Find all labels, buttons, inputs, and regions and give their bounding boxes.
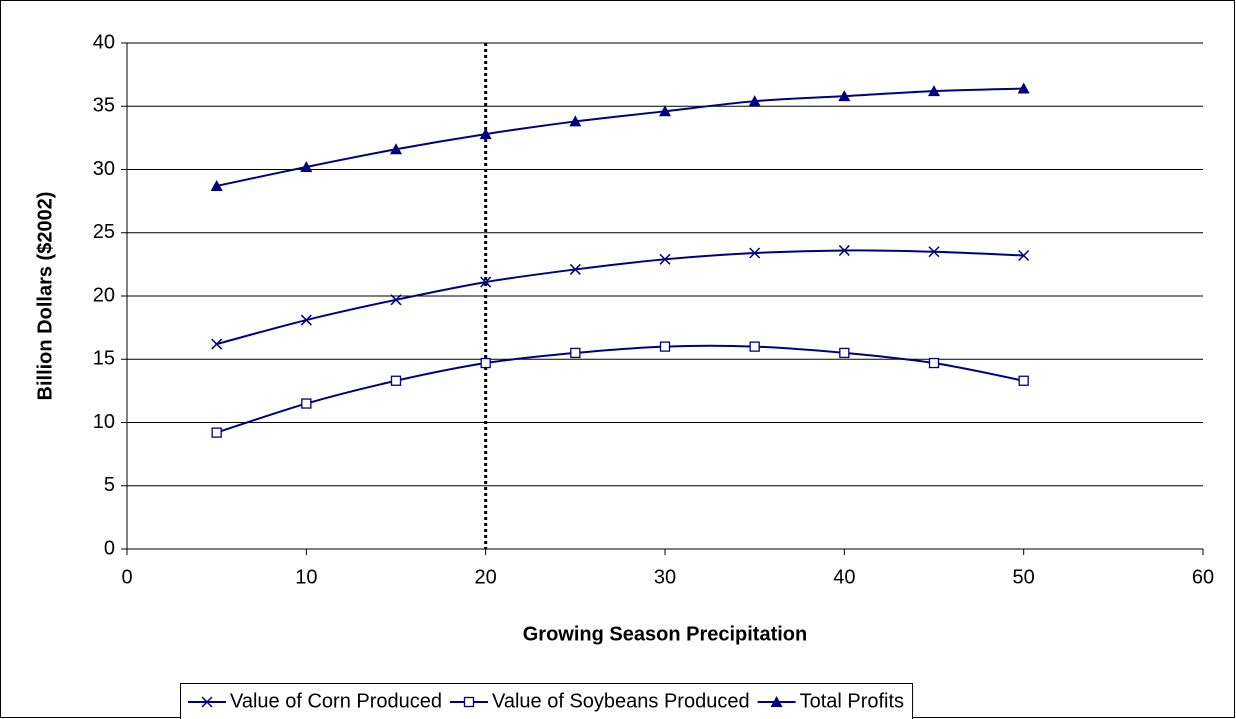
marker	[390, 375, 402, 386]
y-tick-label: 35	[93, 95, 115, 117]
marker	[301, 398, 312, 409]
x-axis-title: Growing Season Precipitation	[523, 623, 808, 645]
marker	[569, 263, 581, 275]
marker	[839, 347, 850, 359]
marker	[201, 696, 213, 708]
y-tick-label: 15	[93, 348, 115, 370]
marker	[838, 90, 851, 102]
series-line	[216, 249, 1024, 346]
marker	[210, 179, 223, 191]
marker	[659, 253, 671, 265]
marker	[300, 314, 312, 326]
y-axis-title: Billion Dollars ($2002)	[34, 192, 56, 401]
marker	[479, 128, 492, 140]
marker	[570, 347, 581, 359]
x-tick-label: 60	[1192, 566, 1214, 588]
marker	[770, 696, 783, 707]
x-tick-label: 10	[295, 566, 317, 588]
series-line	[216, 87, 1024, 187]
marker	[480, 276, 492, 288]
y-tick-label: 5	[104, 474, 115, 496]
legend-label: Value of Soybeans Produced	[492, 690, 750, 712]
marker	[748, 95, 761, 107]
marker	[300, 160, 313, 172]
marker	[463, 696, 475, 708]
marker	[928, 246, 940, 258]
marker	[1017, 82, 1030, 94]
marker	[838, 244, 850, 256]
marker	[390, 143, 402, 155]
marker	[749, 341, 760, 352]
y-tick-label: 10	[93, 411, 115, 433]
marker	[749, 247, 761, 259]
marker	[390, 294, 402, 306]
x-tick-label: 0	[121, 566, 132, 588]
y-tick-label: 0	[104, 537, 115, 559]
marker	[1018, 375, 1029, 386]
y-tick-label: 20	[93, 284, 115, 306]
x-tick-label: 40	[833, 566, 855, 588]
marker	[211, 338, 223, 350]
legend-label: Total Profits	[800, 690, 904, 712]
x-tick-label: 30	[654, 566, 676, 588]
y-tick-label: 30	[93, 158, 115, 180]
marker	[569, 115, 582, 127]
y-tick-label: 40	[93, 31, 115, 53]
series-line	[216, 344, 1024, 434]
x-tick-label: 50	[1013, 566, 1035, 588]
marker	[659, 105, 671, 117]
y-tick-label: 25	[93, 221, 115, 243]
marker	[928, 357, 940, 369]
legend: Value of Corn Produced Value of Soybeans …	[180, 683, 914, 719]
marker	[480, 357, 491, 369]
marker	[659, 341, 671, 352]
marker	[211, 427, 222, 438]
legend-label: Value of Corn Produced	[230, 690, 442, 712]
x-tick-label: 20	[475, 566, 497, 588]
marker	[1018, 249, 1030, 262]
marker	[928, 85, 940, 97]
